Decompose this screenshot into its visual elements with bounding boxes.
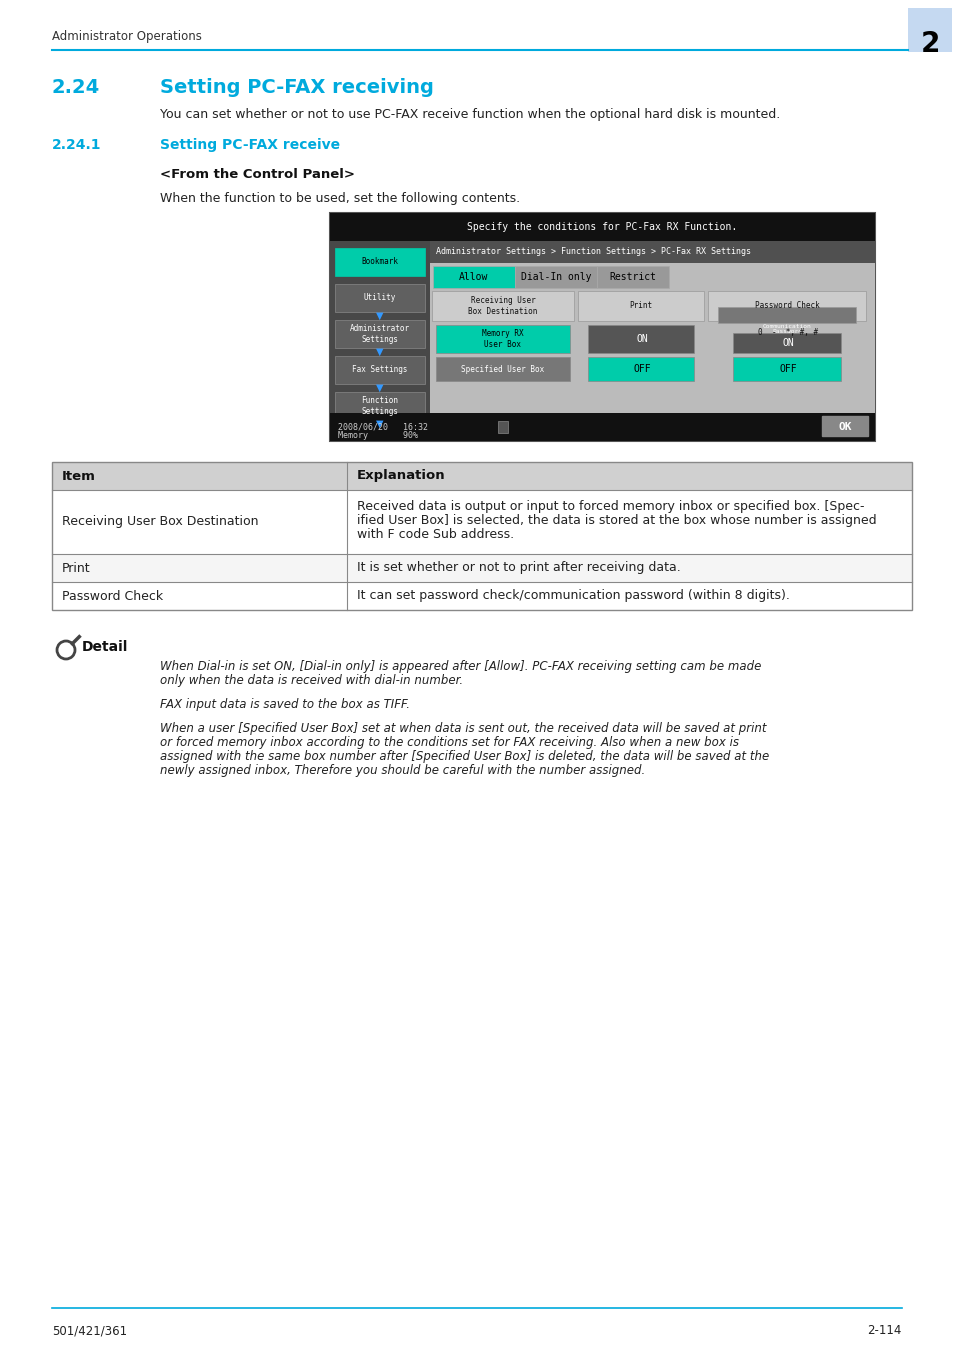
Text: You can set whether or not to use PC-FAX receive function when the optional hard: You can set whether or not to use PC-FAX… — [160, 108, 780, 122]
Text: Print: Print — [629, 301, 652, 310]
FancyBboxPatch shape — [52, 582, 911, 610]
Text: When Dial-in is set ON, [Dial-in only] is appeared after [Allow]. PC-FAX receivi: When Dial-in is set ON, [Dial-in only] i… — [160, 660, 760, 674]
FancyBboxPatch shape — [587, 356, 693, 381]
Text: Password Check: Password Check — [62, 590, 163, 602]
Text: OFF: OFF — [633, 364, 650, 374]
Text: Item: Item — [62, 470, 95, 482]
Text: Password Check: Password Check — [754, 301, 819, 310]
FancyBboxPatch shape — [330, 413, 874, 441]
Text: 2.24.1: 2.24.1 — [52, 138, 101, 153]
FancyBboxPatch shape — [436, 356, 569, 381]
Text: assigned with the same box number after [Specified User Box] is deleted, the dat: assigned with the same box number after … — [160, 751, 768, 763]
FancyBboxPatch shape — [330, 213, 874, 242]
FancyBboxPatch shape — [907, 8, 951, 53]
Text: 501/421/361: 501/421/361 — [52, 1324, 127, 1336]
FancyBboxPatch shape — [718, 306, 855, 323]
FancyBboxPatch shape — [587, 325, 693, 352]
Text: only when the data is received with dial-in number.: only when the data is received with dial… — [160, 674, 462, 687]
Text: Receiving User
Box Destination: Receiving User Box Destination — [468, 296, 537, 316]
Text: 2008/06/20   16:32: 2008/06/20 16:32 — [337, 423, 428, 432]
Text: with F code Sub address.: with F code Sub address. — [356, 528, 514, 541]
Text: Administrator Operations: Administrator Operations — [52, 30, 202, 43]
FancyBboxPatch shape — [430, 242, 874, 263]
FancyBboxPatch shape — [432, 292, 574, 321]
Text: OFF: OFF — [779, 364, 796, 374]
Text: newly assigned inbox, Therefore you should be careful with the number assigned.: newly assigned inbox, Therefore you shou… — [160, 764, 644, 778]
FancyBboxPatch shape — [732, 333, 841, 352]
FancyBboxPatch shape — [436, 325, 569, 352]
FancyBboxPatch shape — [52, 554, 911, 582]
FancyBboxPatch shape — [52, 462, 911, 490]
FancyBboxPatch shape — [515, 266, 597, 288]
Text: Memory RX
User Box: Memory RX User Box — [481, 329, 523, 348]
FancyBboxPatch shape — [578, 292, 703, 321]
Text: or forced memory inbox according to the conditions set for FAX receiving. Also w: or forced memory inbox according to the … — [160, 736, 739, 749]
Text: Explanation: Explanation — [356, 470, 445, 482]
Text: Bookmark: Bookmark — [361, 258, 398, 266]
Text: Dial-In only: Dial-In only — [520, 271, 591, 282]
Text: Receiving User Box Destination: Receiving User Box Destination — [62, 516, 258, 528]
Text: ▼: ▼ — [375, 418, 383, 429]
Text: ON: ON — [781, 338, 793, 348]
Text: Allow: Allow — [458, 271, 488, 282]
FancyBboxPatch shape — [335, 320, 424, 348]
Text: 2-114: 2-114 — [866, 1324, 901, 1336]
FancyBboxPatch shape — [430, 242, 874, 441]
Text: <From the Control Panel>: <From the Control Panel> — [160, 167, 355, 181]
Text: ▼: ▼ — [375, 347, 383, 356]
FancyBboxPatch shape — [707, 292, 865, 321]
FancyBboxPatch shape — [335, 356, 424, 383]
Text: Restrict: Restrict — [609, 271, 656, 282]
FancyBboxPatch shape — [335, 392, 424, 420]
Text: When a user [Specified User Box] set at when data is sent out, the received data: When a user [Specified User Box] set at … — [160, 722, 765, 734]
Text: 2: 2 — [920, 30, 939, 58]
FancyBboxPatch shape — [732, 356, 841, 381]
Text: Memory       90%: Memory 90% — [337, 431, 417, 440]
Text: OK: OK — [838, 423, 851, 432]
Text: Setting PC-FAX receive: Setting PC-FAX receive — [160, 138, 340, 153]
Text: Utility: Utility — [363, 293, 395, 302]
Text: Administrator
Settings: Administrator Settings — [350, 324, 410, 344]
Text: Specify the conditions for PC-Fax RX Function.: Specify the conditions for PC-Fax RX Fun… — [467, 221, 737, 232]
FancyBboxPatch shape — [335, 284, 424, 312]
Text: Specified User Box: Specified User Box — [461, 364, 544, 374]
Text: It can set password check/communication password (within 8 digits).: It can set password check/communication … — [356, 590, 789, 602]
FancyBboxPatch shape — [330, 213, 874, 441]
Text: It is set whether or not to print after receiving data.: It is set whether or not to print after … — [356, 562, 680, 575]
Text: ON: ON — [636, 333, 647, 344]
Text: Administrator Settings > Function Settings > PC-Fax RX Settings: Administrator Settings > Function Settin… — [436, 247, 750, 256]
FancyBboxPatch shape — [597, 266, 668, 288]
Text: Function
Settings: Function Settings — [361, 397, 398, 416]
Text: Fax Settings: Fax Settings — [352, 366, 407, 374]
FancyBboxPatch shape — [821, 416, 867, 436]
Text: 0  -  *, #, #: 0 - *, #, # — [757, 328, 818, 338]
FancyBboxPatch shape — [497, 421, 507, 433]
FancyBboxPatch shape — [433, 266, 515, 288]
Text: Detail: Detail — [82, 640, 129, 653]
Text: FAX input data is saved to the box as TIFF.: FAX input data is saved to the box as TI… — [160, 698, 410, 711]
FancyBboxPatch shape — [430, 383, 874, 404]
Text: ▼: ▼ — [375, 310, 383, 321]
Text: Setting PC-FAX receiving: Setting PC-FAX receiving — [160, 78, 434, 97]
Text: Communication
Password: Communication Password — [761, 324, 810, 335]
Text: ified User Box] is selected, the data is stored at the box whose number is assig: ified User Box] is selected, the data is… — [356, 514, 876, 526]
Text: Received data is output or input to forced memory inbox or specified box. [Spec-: Received data is output or input to forc… — [356, 500, 863, 513]
Text: ▼: ▼ — [375, 383, 383, 393]
FancyBboxPatch shape — [52, 490, 911, 554]
Text: When the function to be used, set the following contents.: When the function to be used, set the fo… — [160, 192, 519, 205]
FancyBboxPatch shape — [330, 242, 430, 441]
Text: Print: Print — [62, 562, 91, 575]
FancyBboxPatch shape — [335, 248, 424, 275]
Text: 2.24: 2.24 — [52, 78, 100, 97]
